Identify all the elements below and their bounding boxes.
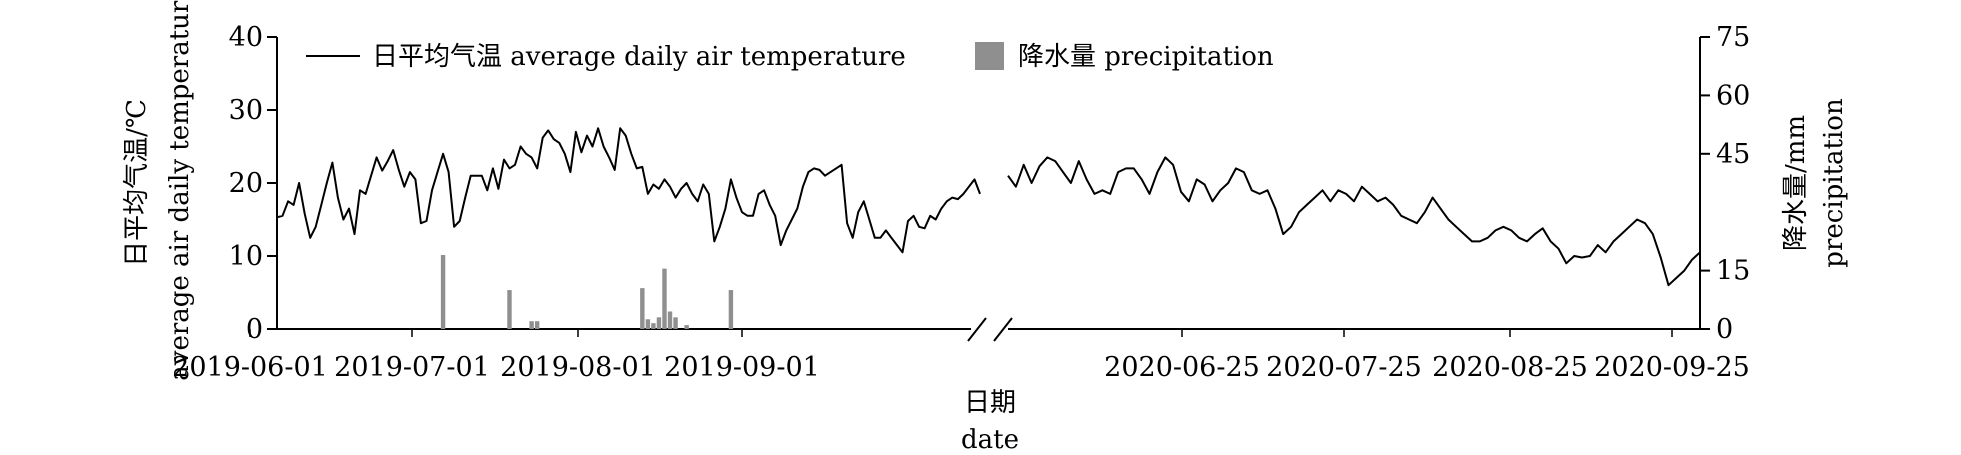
precip-bar [684, 325, 689, 329]
precip-bar [534, 321, 540, 329]
left-tick-label: 30 [229, 95, 263, 126]
precip-bar [662, 268, 667, 329]
legend-bar-swatch [975, 42, 1004, 70]
temperature-lines [276, 127, 1701, 287]
precip-bar [507, 290, 512, 329]
x-tick-label: 2020-08-25 [1432, 352, 1588, 383]
right-y-ticks: 0 15 45 60 75 [1700, 22, 1750, 345]
right-axis-title-en: precipitation [1819, 98, 1849, 268]
right-tick-label: 75 [1716, 22, 1750, 53]
precip-bar [673, 317, 678, 329]
left-y-ticks: 0 10 20 30 40 [229, 22, 277, 345]
left-tick-label: 10 [229, 241, 263, 272]
precip-bar [728, 290, 734, 329]
right-tick-label: 45 [1716, 139, 1750, 170]
precip-bar [645, 319, 651, 329]
x-tick-label: 2019-06-01 [172, 352, 328, 383]
left-axis-title-en: average air daily temperature [165, 0, 195, 381]
legend: 日平均气温 average daily air temperature 降水量 … [306, 42, 1274, 72]
x-tick-label: 2020-09-25 [1594, 352, 1750, 383]
left-tick-label: 20 [229, 168, 263, 199]
legend-bar-label: 降水量 precipitation [1018, 42, 1274, 72]
x-tick-label: 2019-08-01 [500, 352, 656, 383]
left-axis-title-cn: 日平均气温/℃ [122, 99, 152, 267]
precip-bar [651, 323, 656, 329]
legend-line-label: 日平均气温 average daily air temperature [372, 42, 906, 72]
precip-bar [640, 288, 645, 329]
axis-break-mark-1 [967, 317, 987, 342]
right-tick-label: 0 [1716, 314, 1733, 345]
right-tick-label: 60 [1716, 80, 1750, 111]
precip-bar [529, 321, 534, 329]
left-tick-label: 0 [246, 314, 263, 345]
left-tick-label: 40 [229, 22, 263, 53]
precip-bar [656, 317, 662, 329]
x-tick-label: 2020-06-25 [1104, 352, 1260, 383]
x-axis-title-cn: 日期 [964, 388, 1016, 418]
temperature-line [276, 127, 981, 254]
right-axis-title-cn: 降水量/mm [1781, 115, 1811, 251]
precipitation-bars [440, 255, 734, 329]
temperature-line [1007, 156, 1701, 287]
axis-break-mark-2 [993, 317, 1013, 342]
precip-bar [440, 255, 446, 329]
x-axis-title-en: date [961, 425, 1019, 455]
precip-bar [667, 311, 673, 329]
x-tick-label: 2019-09-01 [664, 352, 820, 383]
right-tick-label: 15 [1716, 256, 1750, 287]
x-tick-label: 2020-07-25 [1266, 352, 1422, 383]
x-ticks: 2019-06-01 2019-07-01 2019-08-01 2019-09-01… [172, 329, 1750, 383]
x-tick-label: 2019-07-01 [334, 352, 490, 383]
